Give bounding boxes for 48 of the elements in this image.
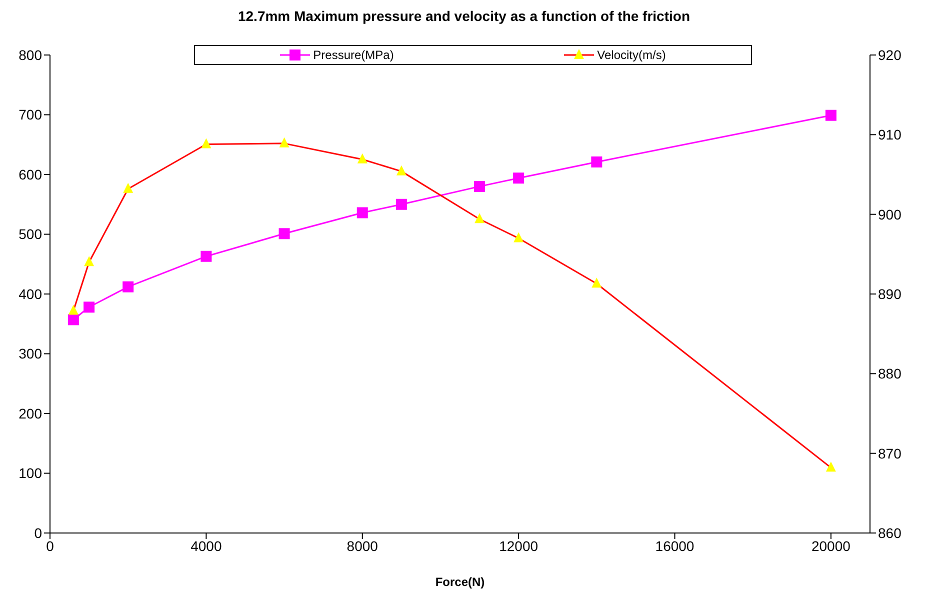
x-tick-label: 16000 <box>655 538 694 554</box>
x-tick-label: 8000 <box>346 538 378 554</box>
y2-tick-label: 880 <box>878 366 902 382</box>
y2-tick-label: 920 <box>878 46 902 63</box>
point <box>122 281 134 292</box>
y-tick-label: 600 <box>18 166 42 182</box>
point <box>513 172 524 184</box>
point <box>200 250 212 262</box>
x-axis-title: Force(N) <box>435 575 485 589</box>
chart-title: 12.7mm Maximum pressure and velocity as a function of the friction <box>236 8 691 24</box>
point <box>592 278 602 288</box>
y2-tick-label: 860 <box>878 524 902 541</box>
point <box>591 156 602 168</box>
point <box>84 302 95 313</box>
y-tick-label: 0 <box>34 524 42 541</box>
point <box>356 207 368 218</box>
point <box>396 165 406 176</box>
point <box>357 153 368 164</box>
point <box>514 232 524 242</box>
point <box>123 182 134 193</box>
point <box>68 314 79 326</box>
y2-tick-label: 870 <box>878 445 902 462</box>
y2-tick-label: 900 <box>878 206 902 222</box>
point <box>474 180 486 192</box>
point <box>201 138 212 148</box>
point <box>279 137 290 148</box>
y-tick-label: 500 <box>18 226 42 242</box>
x-tick-label: 20000 <box>811 538 851 554</box>
y-tick-label: 800 <box>18 46 42 63</box>
y2-tick-label: 910 <box>878 126 902 143</box>
point <box>825 110 836 121</box>
point <box>396 198 407 210</box>
y-tick-label: 400 <box>18 286 42 302</box>
legend-label: Velocity(m/s) <box>596 48 666 62</box>
legend-label: Pressure(MPa) <box>312 48 394 62</box>
x-tick-label: 4000 <box>190 538 222 554</box>
point <box>68 304 78 315</box>
y-tick-label: 700 <box>18 106 42 123</box>
point <box>474 213 485 224</box>
y-tick-label: 300 <box>18 346 42 362</box>
x-tick-label: 0 <box>46 538 54 554</box>
y-tick-label: 100 <box>18 465 42 482</box>
point <box>826 462 836 472</box>
y2-tick-label: 890 <box>878 286 902 302</box>
point <box>278 228 290 240</box>
x-tick-label: 12000 <box>499 538 538 554</box>
point <box>84 256 94 266</box>
y-tick-label: 200 <box>18 405 42 422</box>
